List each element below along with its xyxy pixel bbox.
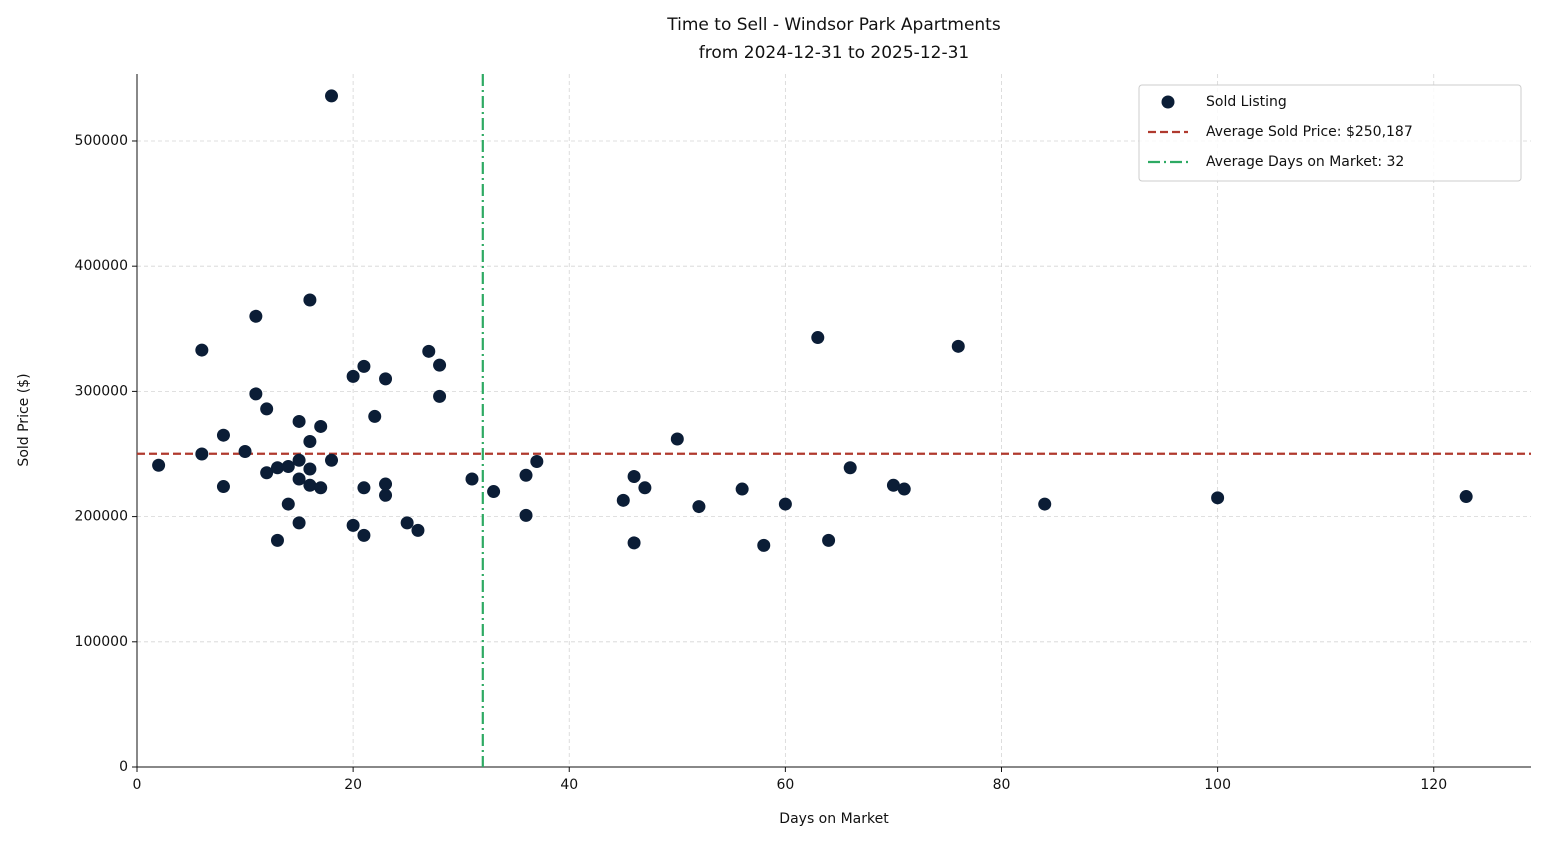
point [670, 432, 684, 446]
point [411, 523, 425, 537]
point [422, 344, 436, 358]
point [281, 497, 295, 511]
point [379, 488, 393, 502]
point [216, 428, 230, 442]
x-tick-label: 120 [1420, 777, 1447, 793]
y-tick-label: 500000 [75, 133, 128, 149]
x-tick-label: 100 [1204, 777, 1231, 793]
point [292, 472, 306, 486]
point [433, 358, 447, 372]
point [897, 482, 911, 496]
point [487, 485, 501, 499]
x-tick-label: 20 [344, 777, 362, 793]
point [519, 508, 533, 522]
point [260, 466, 274, 480]
y-tick-label: 300000 [75, 383, 128, 399]
point [270, 533, 284, 547]
point [292, 516, 306, 530]
point [822, 533, 836, 547]
point [627, 536, 641, 550]
point [292, 453, 306, 467]
point [433, 389, 447, 403]
legend-box [1138, 84, 1522, 182]
point [303, 293, 317, 307]
point [281, 460, 295, 474]
x-tick-label: 60 [776, 777, 794, 793]
point [152, 458, 166, 472]
point [757, 538, 771, 552]
point [314, 419, 328, 433]
point [616, 493, 630, 507]
point [249, 387, 263, 401]
y-tick-label: 200000 [75, 509, 128, 525]
point [638, 481, 652, 495]
point [195, 343, 209, 357]
point [303, 462, 317, 476]
legend-label: Average Days on Market: 32 [1206, 154, 1404, 170]
x-tick-label: 80 [993, 777, 1011, 793]
point [238, 444, 252, 458]
chart-title: Time to Sell - Windsor Park Apartments [666, 15, 1001, 35]
point [270, 461, 284, 475]
y-tick-label: 100000 [75, 634, 128, 650]
point [357, 481, 371, 495]
x-tick-label: 0 [133, 777, 142, 793]
point [886, 478, 900, 492]
point [379, 477, 393, 491]
point [346, 518, 360, 532]
point [379, 372, 393, 386]
y-tick-label: 0 [119, 759, 128, 775]
point [357, 528, 371, 542]
point [951, 339, 965, 353]
point [519, 468, 533, 482]
y-axis-label: Sold Price ($) [16, 373, 32, 466]
point [1459, 490, 1473, 504]
point [195, 447, 209, 461]
point [303, 434, 317, 448]
point [465, 472, 479, 486]
y-tick-label: 400000 [75, 258, 128, 274]
point [249, 309, 263, 323]
point [692, 500, 706, 514]
legend-label: Sold Listing [1206, 94, 1287, 110]
point [1211, 491, 1225, 505]
point [303, 478, 317, 492]
point [357, 359, 371, 373]
point [368, 409, 382, 423]
point [811, 331, 825, 345]
point [1038, 497, 1052, 511]
point [346, 369, 360, 383]
point [292, 414, 306, 428]
point [778, 497, 792, 511]
legend-label: Average Sold Price: $250,187 [1206, 124, 1413, 140]
point [260, 402, 274, 416]
point [530, 455, 544, 469]
point [735, 482, 749, 496]
point [325, 89, 339, 103]
point [400, 516, 414, 530]
x-axis-label: Days on Market [779, 811, 889, 827]
chart-subtitle: from 2024-12-31 to 2025-12-31 [699, 43, 969, 63]
point [314, 481, 328, 495]
x-tick-label: 40 [560, 777, 578, 793]
point [216, 480, 230, 494]
point [627, 470, 641, 484]
point [843, 461, 857, 475]
legend-marker [1161, 95, 1175, 109]
point [325, 453, 339, 467]
